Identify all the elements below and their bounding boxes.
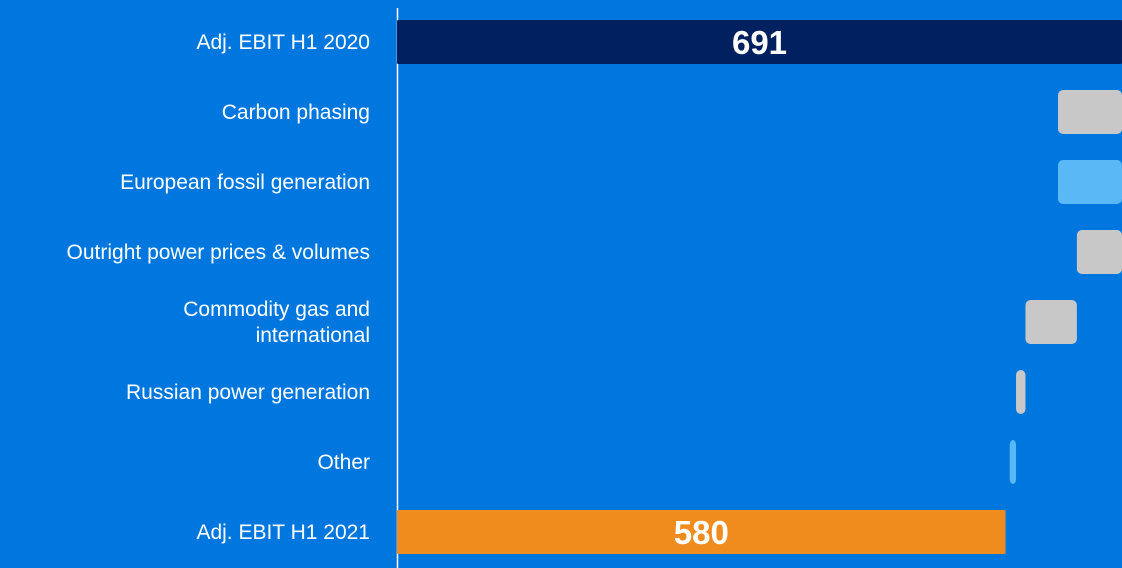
- bar-8: [397, 510, 1006, 554]
- data-label-1: 691: [732, 24, 787, 61]
- bar-5: [1025, 300, 1077, 344]
- category-label-7: Other: [317, 451, 370, 474]
- category-label-4: Outright power prices & volumes: [67, 241, 370, 264]
- bar-1: [397, 20, 1122, 64]
- category-label-5-line-2: international: [256, 324, 370, 347]
- bar-4: [1076, 230, 1122, 274]
- category-label-1: Adj. EBIT H1 2020: [196, 31, 370, 54]
- category-label-8: Adj. EBIT H1 2021: [196, 521, 370, 544]
- category-label-3: European fossil generation: [120, 171, 370, 194]
- category-label-2: Carbon phasing: [222, 101, 370, 124]
- bar-3: [1057, 160, 1122, 204]
- category-label-5-line-1: Commodity gas and: [183, 298, 370, 321]
- data-label-8: 580: [674, 514, 729, 551]
- bar-7: [1009, 440, 1017, 484]
- category-label-6: Russian power generation: [126, 381, 370, 404]
- bar-2: [1057, 90, 1122, 134]
- bar-6: [1016, 370, 1026, 414]
